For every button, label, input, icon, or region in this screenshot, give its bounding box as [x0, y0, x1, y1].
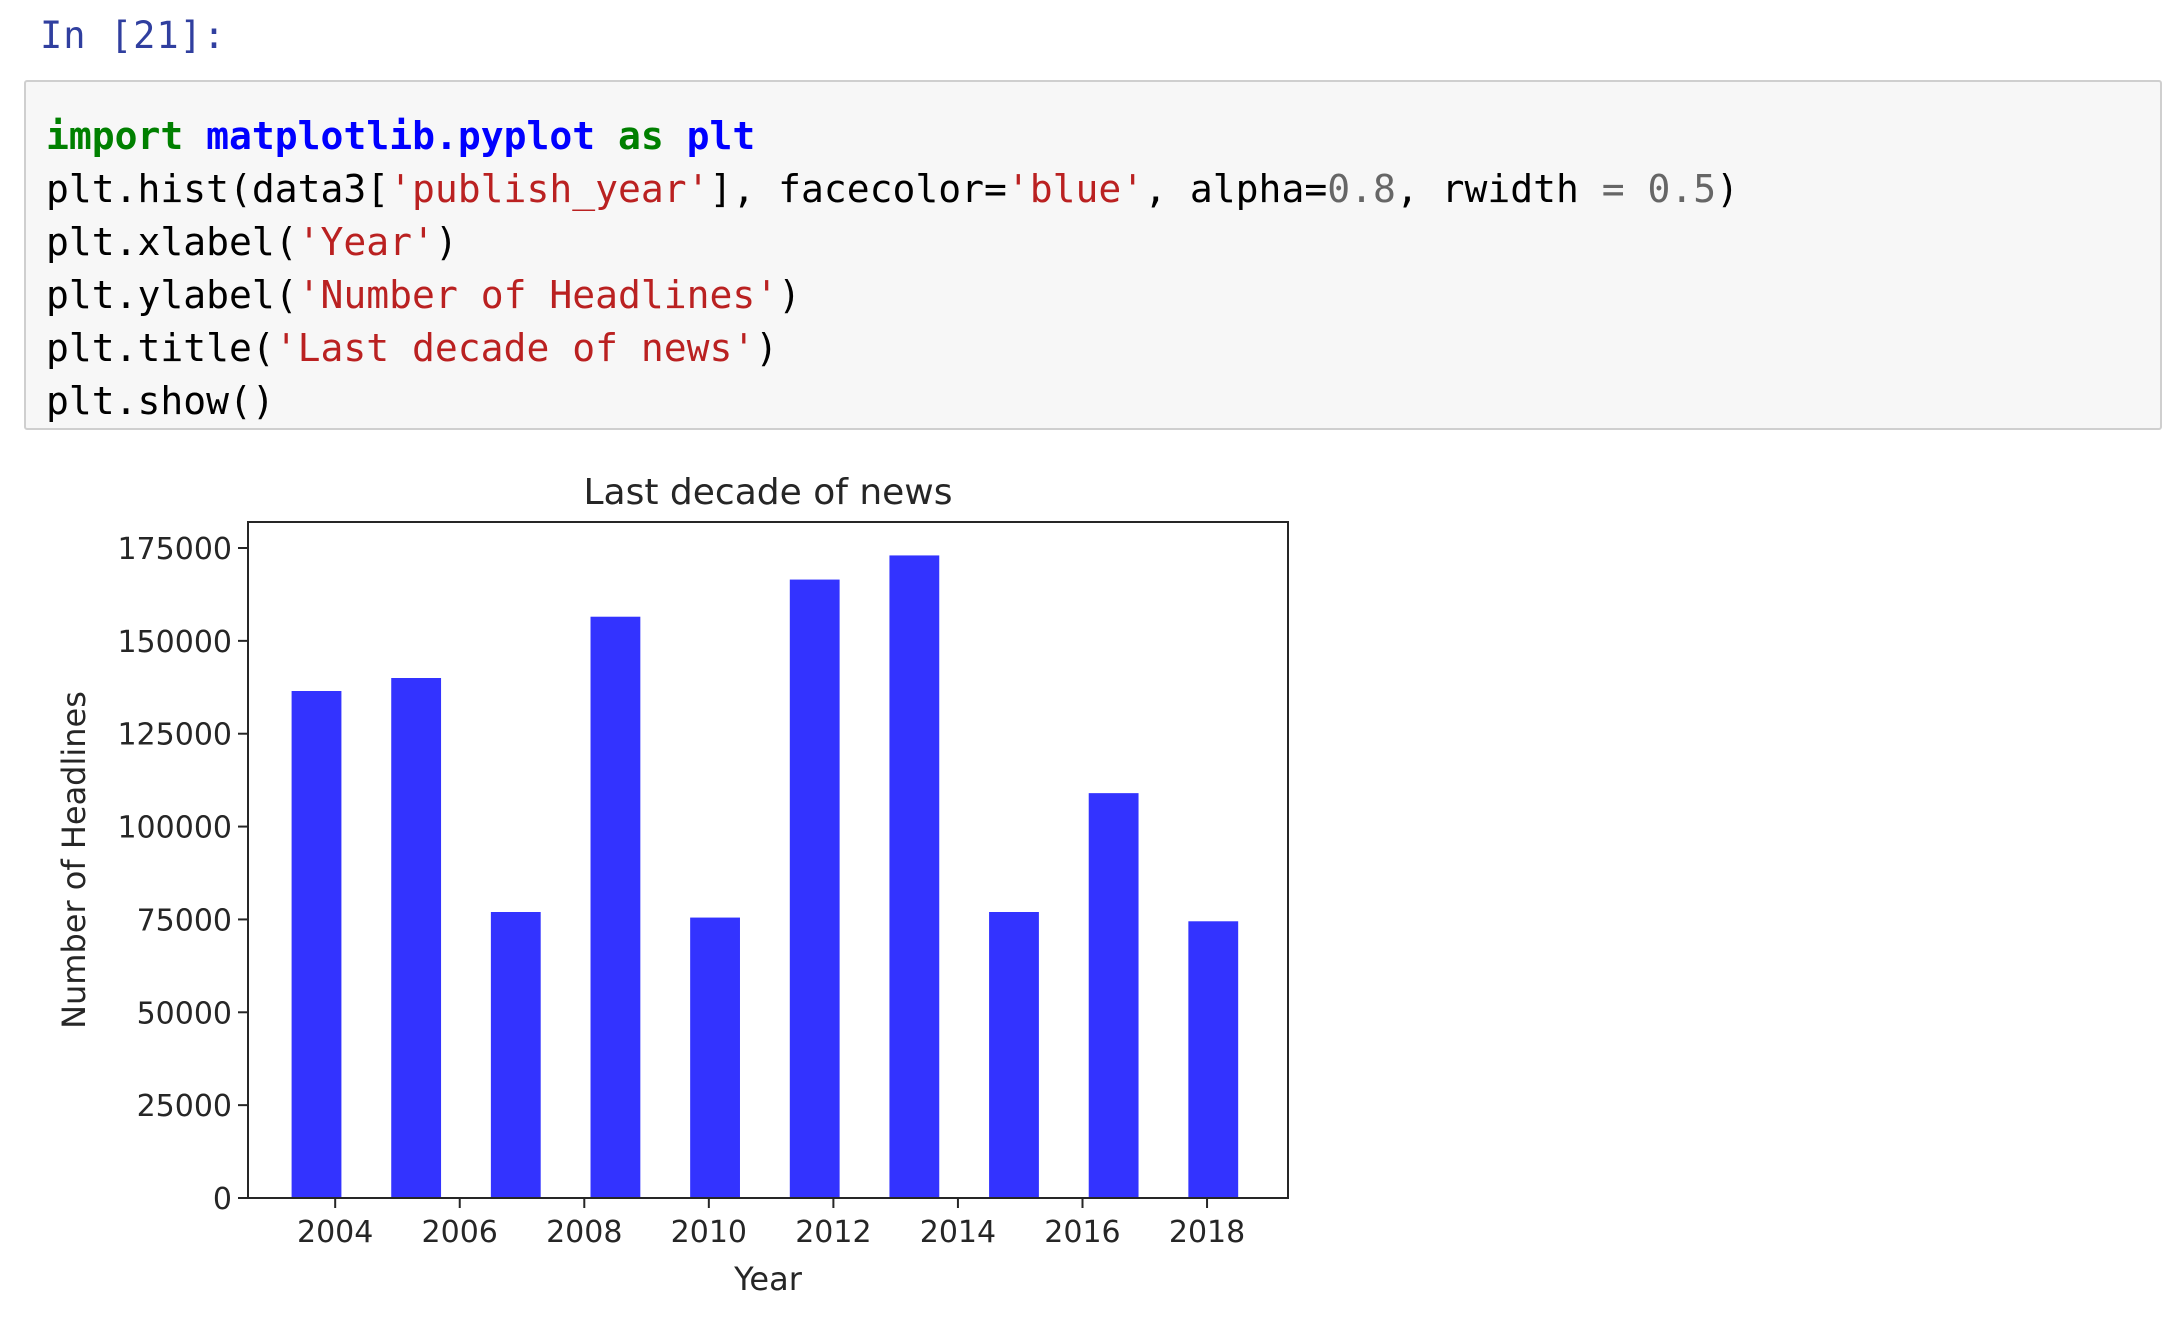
histogram-bar: [889, 555, 940, 1198]
histogram-bar: [690, 917, 740, 1198]
chart-title: Last decade of news: [583, 472, 952, 513]
x-tick-label: 2004: [297, 1215, 373, 1250]
cell-prompt: In [21]:: [40, 14, 227, 57]
x-tick-label: 2008: [546, 1215, 622, 1250]
y-tick-label: 25000: [137, 1089, 232, 1124]
x-tick-label: 2012: [795, 1215, 871, 1250]
code-text: plt.show(): [46, 379, 275, 423]
x-tick-label: 2016: [1044, 1215, 1120, 1250]
histogram-bar: [391, 678, 442, 1198]
histogram-bar: [1088, 793, 1139, 1198]
code-text: ): [755, 326, 779, 370]
code-text: plt.hist(data3[: [46, 167, 390, 211]
code-text: ): [778, 273, 801, 317]
histogram-bar: [1188, 921, 1239, 1198]
bars-group: [291, 555, 1239, 1198]
code-cell-input[interactable]: import matplotlib.pyplot as plt plt.hist…: [24, 80, 2162, 430]
axes-frame: [247, 521, 1289, 1199]
keyword-import: import: [46, 114, 184, 158]
y-tick-label: 150000: [117, 625, 232, 660]
histogram-bar: [789, 579, 840, 1198]
histogram-bar: [291, 691, 342, 1198]
code-text: plt.xlabel(: [46, 220, 298, 264]
code-text: ], facecolor=: [709, 167, 1007, 211]
code-number: 0.5: [1647, 167, 1717, 211]
x-tick-label: 2014: [920, 1215, 996, 1250]
code-text: , alpha=: [1144, 167, 1328, 211]
x-ticks-group: 2004 2006 2008 2010 2012 2014 2016 2018: [297, 1198, 1245, 1250]
code-text: plt.title(: [46, 326, 275, 370]
code-string: 'blue': [1006, 167, 1145, 211]
code-text: ): [434, 220, 458, 264]
code-number: 0.8: [1327, 167, 1396, 211]
histogram-bar: [989, 912, 1039, 1198]
cell-output: 2004 2006 2008 2010 2012 2014 2016 2018 0 25000 5…: [0, 460, 1320, 1325]
code-operator: =: [1601, 167, 1625, 211]
module-alias: plt: [686, 114, 756, 158]
keyword-as: as: [618, 114, 664, 158]
y-axis-label: Number of Headlines: [55, 691, 93, 1029]
x-tick-label: 2006: [422, 1215, 498, 1250]
code-string: 'Last decade of news': [274, 326, 756, 370]
code-text: ): [1716, 167, 1740, 211]
module-name: matplotlib.pyplot: [206, 114, 596, 158]
code-line-4: plt.ylabel('Number of Headlines'): [46, 269, 801, 322]
y-ticks-group: 0 25000 50000 75000 100000 125000 150000 175000: [117, 532, 248, 1217]
code-text: plt.ylabel(: [46, 273, 298, 317]
code-text: , rwidth: [1395, 167, 1602, 211]
y-tick-label: 175000: [117, 532, 232, 567]
code-line-5: plt.title('Last decade of news'): [46, 322, 778, 375]
x-tick-label: 2018: [1169, 1215, 1245, 1250]
histogram-bar: [490, 912, 541, 1198]
code-line-1: import matplotlib.pyplot as plt: [46, 110, 755, 163]
code-string: 'publish_year': [389, 167, 710, 211]
y-tick-label: 125000: [117, 718, 232, 753]
histogram-bar: [590, 616, 641, 1198]
code-line-2: plt.hist(data3['publish_year'], facecolo…: [46, 163, 1739, 216]
y-tick-label: 0: [213, 1182, 232, 1217]
y-tick-label: 50000: [137, 996, 232, 1031]
y-tick-label: 100000: [117, 811, 232, 846]
histogram-chart: 2004 2006 2008 2010 2012 2014 2016 2018 0 25000 5…: [55, 472, 1289, 1298]
x-axis-label: Year: [733, 1260, 803, 1298]
x-tick-label: 2010: [671, 1215, 747, 1250]
code-text: [1625, 167, 1648, 211]
code-string: 'Year': [297, 220, 435, 264]
code-string: 'Number of Headlines': [297, 273, 779, 317]
code-line-6: plt.show(): [46, 375, 275, 428]
y-tick-label: 75000: [137, 903, 232, 938]
code-line-3: plt.xlabel('Year'): [46, 216, 458, 269]
